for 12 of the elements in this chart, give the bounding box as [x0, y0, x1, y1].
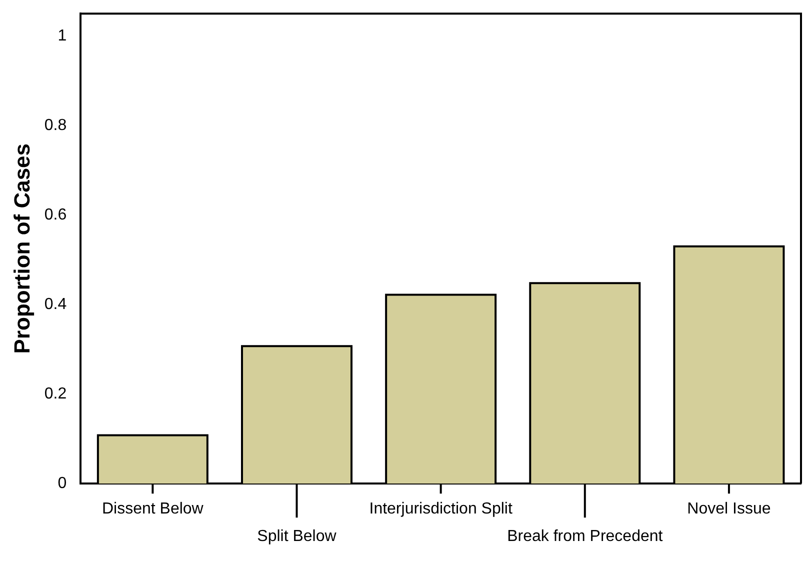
y-tick-label: 0 — [58, 475, 67, 492]
y-tick-label: 0.8 — [44, 116, 67, 134]
x-tick-label: Dissent Below — [102, 500, 204, 518]
x-tick-label: Interjurisdiction Split — [369, 500, 513, 518]
y-tick-label: 0.2 — [44, 385, 67, 402]
y-axis-title: Proportion of Cases — [9, 143, 34, 354]
x-tick-label: Novel Issue — [687, 500, 771, 518]
x-tick-label: Break from Precedent — [507, 528, 664, 545]
y-tick-label: 0.4 — [44, 296, 67, 313]
y-tick-label: 1 — [58, 27, 67, 44]
y-tick-label: 0.6 — [44, 206, 67, 224]
x-tick-label: Split Below — [257, 528, 337, 545]
